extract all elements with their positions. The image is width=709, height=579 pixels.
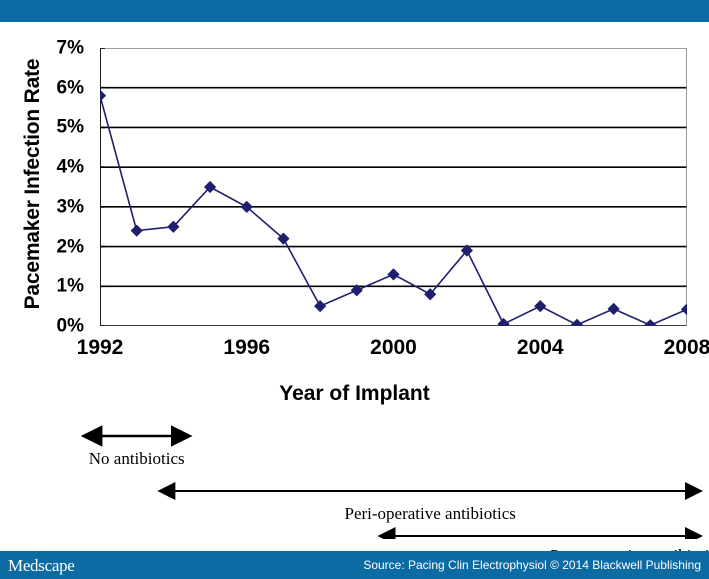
x-axis-title: Year of Implant <box>279 382 430 405</box>
y-tick-label: 1% <box>56 275 84 297</box>
top-brand-bar <box>0 0 709 22</box>
y-tick-label: 6% <box>56 77 84 99</box>
data-point-marker <box>130 224 143 237</box>
x-axis-tick-labels: 1992 1996 2000 2004 2008 <box>0 336 709 366</box>
annotation-label: No antibiotics <box>88 449 185 468</box>
data-point-marker <box>350 284 363 297</box>
x-tick-label: 2008 <box>663 336 709 359</box>
data-point-marker <box>387 268 400 281</box>
data-point-marker <box>100 89 107 102</box>
y-tick-label: 0% <box>56 315 84 337</box>
y-axis-tick-marks <box>100 48 105 326</box>
y-tick-label: 7% <box>56 37 84 59</box>
infection-rate-line <box>100 95 687 326</box>
annotation-arrows-svg <box>80 425 703 545</box>
data-point-marker <box>167 220 180 233</box>
y-tick-label: 2% <box>56 236 84 258</box>
data-point-marker <box>203 180 217 194</box>
data-point-marker <box>680 303 687 316</box>
y-axis-tick-labels: 0% 1% 2% 3% 4% 5% 6% 7% <box>34 22 84 551</box>
x-tick-label: 2000 <box>370 336 417 359</box>
footer-bar: Medscape Source: Pacing Clin Electrophys… <box>0 551 709 579</box>
x-tick-label: 1996 <box>223 336 271 359</box>
plot-area <box>100 48 687 326</box>
data-point-marker <box>240 200 253 213</box>
axis-lines <box>100 48 687 326</box>
data-point-marker <box>644 319 657 326</box>
y-tick-label: 3% <box>56 196 84 218</box>
data-point-marker <box>277 232 290 245</box>
data-point-marker <box>570 318 584 326</box>
data-point-marker <box>534 300 547 313</box>
data-point-marker <box>314 300 327 313</box>
annotation-arrow-lines <box>80 425 703 545</box>
data-point-marker <box>607 302 620 316</box>
y-tick-label: 5% <box>56 116 84 138</box>
data-point-marker <box>497 317 510 326</box>
x-tick-label: 1992 <box>76 336 124 359</box>
medscape-logo: Medscape <box>8 556 75 575</box>
source-attribution: Source: Pacing Clin Electrophysiol © 201… <box>363 558 701 572</box>
data-point-marker <box>424 288 437 301</box>
gridlines <box>100 48 687 326</box>
infection-rate-markers <box>100 89 687 326</box>
x-tick-label: 2004 <box>516 336 564 359</box>
chart-figure: Pacemaker Infection Rate 0% 1% 2% 3% 4% 5% 6% 7… <box>0 22 709 565</box>
annotation-label: Peri-operative antibiotics <box>344 504 516 523</box>
line-chart-svg <box>100 48 687 326</box>
data-point-marker <box>460 244 473 257</box>
annotation-group: No antibiotics Peri-operative antibiotics… <box>0 414 709 565</box>
y-tick-label: 4% <box>56 156 84 178</box>
